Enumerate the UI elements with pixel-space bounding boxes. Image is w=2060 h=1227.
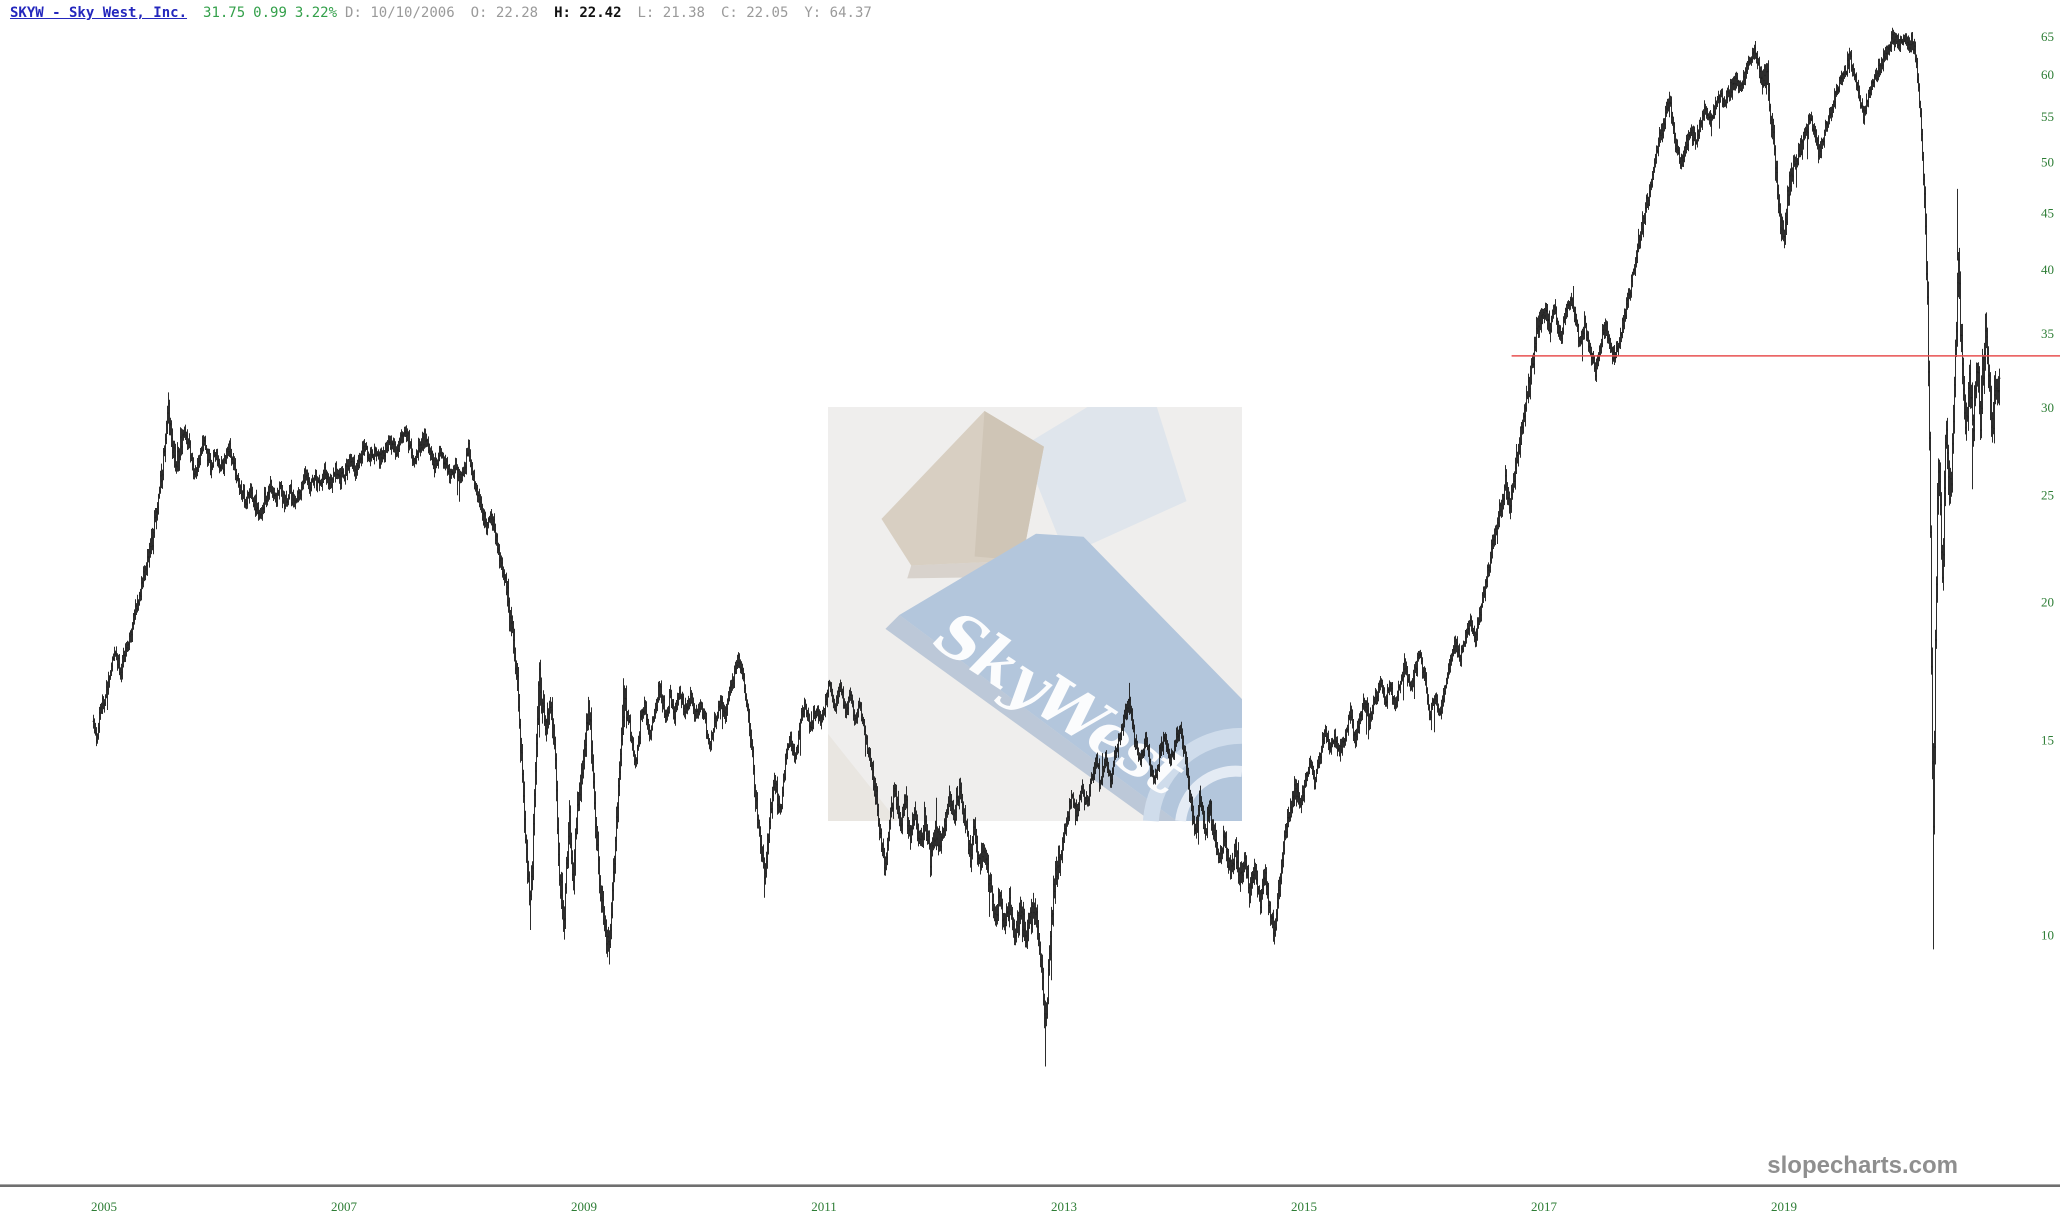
y-axis-tick-label: 50: [2041, 155, 2054, 170]
x-axis-year-label: 2009: [571, 1199, 597, 1214]
x-axis-labels: 2005 2007 2009 2011 2013 2015 2017 2019: [91, 1199, 1797, 1214]
x-axis-year-label: 2011: [811, 1199, 837, 1214]
y-axis-tick-label: 65: [2041, 29, 2054, 44]
symbol-link[interactable]: SKYW - Sky West, Inc.: [10, 5, 188, 21]
ohlc-open-close-ticks: [92, 33, 2001, 1020]
hover-date: D: 10/10/2006: [345, 5, 455, 21]
ohlc-bars: [93, 27, 2000, 1067]
hover-open: O: 22.28: [470, 5, 539, 21]
last-price: 31.75: [203, 5, 246, 21]
hover-high: H: 22.42: [554, 5, 622, 21]
price-change-pct: 3.22%: [294, 5, 338, 21]
y-axis-tick-label: 55: [2041, 109, 2054, 124]
y-axis-tick-label: 30: [2041, 400, 2054, 415]
y-axis-tick-label: 25: [2041, 487, 2054, 502]
slopecharts-logo: slopecharts.com: [1767, 1152, 1958, 1179]
hover-close: C: 22.05: [720, 5, 789, 21]
y-axis-tick-label: 35: [2041, 326, 2054, 341]
quote-header: SKYW - Sky West, Inc. 31.75 0.99 3.22% D…: [10, 5, 888, 21]
y-axis-tick-label: 15: [2041, 733, 2054, 748]
hover-low: L: 21.38: [637, 5, 705, 21]
x-axis-year-label: 2013: [1051, 1199, 1077, 1214]
x-axis-year-label: 2019: [1771, 1199, 1797, 1214]
y-axis-tick-label: 45: [2041, 205, 2054, 220]
x-axis-year-label: 2015: [1291, 1199, 1317, 1214]
y-axis-tick-label: 10: [2041, 927, 2054, 942]
y-axis-labels: 65 60 55 50 45 40 35 30 25 20 15 10: [2041, 29, 2054, 942]
x-axis-line: [0, 1184, 2060, 1187]
price-change: 0.99: [253, 5, 287, 21]
hover-year-value: Y: 64.37: [804, 5, 872, 21]
skywest-watermark-image: SkyWest: [828, 406, 1243, 822]
x-axis-year-label: 2007: [331, 1199, 358, 1214]
watermark-graphic: SkyWest: [828, 407, 1243, 822]
y-axis-tick-label: 20: [2041, 595, 2054, 610]
x-axis-year-label: 2005: [91, 1199, 117, 1214]
y-axis-tick-label: 40: [2041, 262, 2054, 277]
y-axis-tick-label: 60: [2041, 67, 2054, 82]
x-axis-year-label: 2017: [1531, 1199, 1558, 1214]
